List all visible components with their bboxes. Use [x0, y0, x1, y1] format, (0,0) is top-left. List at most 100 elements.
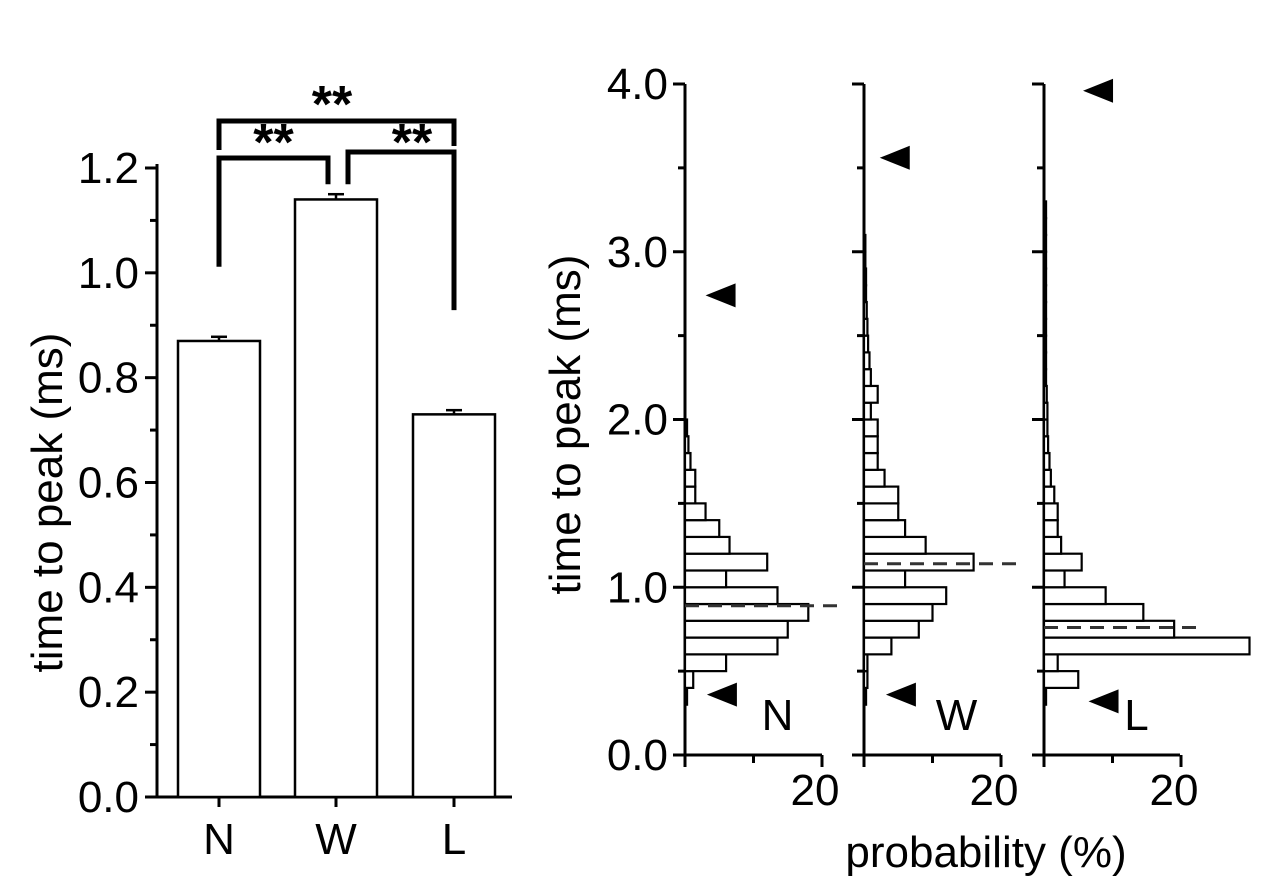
- histogram-bar: [1042, 502, 1059, 522]
- histogram-bar: [862, 670, 869, 689]
- histogram-bar: [1042, 384, 1048, 404]
- histogram-bar: [1042, 267, 1048, 287]
- x-tick-label: 20: [1150, 766, 1199, 815]
- histogram-bar: [1042, 200, 1048, 220]
- histogram-bar: [1042, 451, 1051, 471]
- histogram-bar: [862, 250, 867, 270]
- histogram-bar: [1042, 686, 1048, 706]
- arrowhead-marker: [879, 145, 910, 170]
- histogram-bar: [862, 535, 927, 555]
- histogram-bar: [862, 267, 868, 287]
- histogram-bar: [683, 435, 690, 455]
- arrowhead-marker: [885, 682, 916, 707]
- histogram-bar: [1042, 250, 1048, 270]
- y-tick-label: 1.0: [78, 249, 139, 298]
- histogram-bar: [862, 519, 907, 539]
- histogram-bar: [1042, 418, 1049, 438]
- histogram-bar: [1042, 435, 1050, 455]
- histogram-bar: [1042, 552, 1083, 572]
- x-tick-label: 20: [970, 766, 1019, 815]
- histogram-bar: [862, 418, 879, 438]
- histogram-bar: [1042, 368, 1048, 388]
- bar-chart: 0.0 0.2 0.4 0.6 0.8 1.0 1.2 time to peak (ms) N W…: [23, 76, 512, 864]
- y-tick-label: 1.0: [607, 563, 668, 612]
- histogram-bar: [1042, 317, 1048, 337]
- y-axis-title: time to peak (ms): [541, 255, 590, 595]
- histogram-bar: [1042, 519, 1059, 539]
- histogram-bar: [1042, 401, 1049, 421]
- histogram-bar: [683, 653, 728, 673]
- histogram-bar: [1042, 300, 1048, 320]
- histogram-bar: [862, 401, 872, 421]
- histogram-bar: [862, 435, 879, 455]
- panel-label: L: [1124, 691, 1148, 740]
- bar: [176, 339, 262, 799]
- histogram-bar: [1042, 284, 1048, 304]
- significance-label: **: [253, 114, 294, 172]
- x-category-label: L: [442, 815, 466, 864]
- histogram-bar: [1042, 468, 1052, 488]
- histogram-bar: [1042, 569, 1066, 589]
- histogram-bar: [862, 602, 934, 622]
- significance-bracket: [216, 155, 331, 267]
- histogram-bar: [1042, 217, 1048, 237]
- histogram-bar: [1042, 636, 1251, 656]
- histogram-bar: [862, 686, 868, 706]
- histogram-bar: [862, 300, 868, 320]
- histogram-panel: 20L: [1032, 78, 1251, 815]
- histogram-bar: [862, 586, 948, 606]
- histogram-bar: [1042, 602, 1145, 622]
- histogram-bar: [1042, 670, 1080, 689]
- histogram-bar: [862, 351, 871, 371]
- histogram-bar: [683, 619, 789, 639]
- histogram-bar: [1042, 586, 1107, 606]
- y-tick-label: 1.2: [78, 144, 139, 193]
- x-category-label: W: [315, 815, 357, 864]
- histogram-bar: [862, 502, 900, 522]
- bar: [293, 198, 379, 799]
- histogram-bar: [683, 535, 731, 555]
- histogram-bar: [862, 451, 879, 471]
- histogram-bar: [862, 368, 872, 388]
- histogram-bar: [683, 569, 728, 589]
- histogram-bar: [862, 334, 870, 354]
- histogram-bar: [1042, 351, 1048, 371]
- histogram-bar: [1042, 653, 1059, 673]
- histogram-bar: [862, 317, 869, 337]
- arrowhead-marker: [1088, 689, 1119, 714]
- significance-bracket: [345, 149, 457, 311]
- y-tick-label: 0.0: [607, 731, 668, 780]
- y-tick-label: 0.4: [78, 563, 139, 612]
- histogram-bar: [683, 451, 692, 471]
- histogram-bar: [1042, 485, 1056, 505]
- histogram-bar: [862, 636, 893, 656]
- histogram-bar: [862, 233, 867, 253]
- y-axis-title: time to peak (ms): [23, 333, 72, 673]
- histogram-bar: [1042, 233, 1048, 253]
- x-axis-title: probability (%): [845, 828, 1126, 877]
- histogram-bar: [683, 468, 697, 488]
- panel-label: W: [936, 691, 978, 740]
- histogram-panel: 20 N: [673, 82, 839, 815]
- bar: [411, 413, 497, 799]
- panel-label: N: [762, 691, 794, 740]
- histogram-bar: [683, 586, 779, 606]
- y-tick-label: 0.2: [78, 668, 139, 717]
- arrowhead-marker: [1083, 78, 1114, 103]
- y-tick-label: 0.0: [78, 773, 139, 822]
- histogram-chart: 0.0 1.0 2.0 3.0 4.0 time to peak (ms) probabil…: [541, 60, 1251, 877]
- significance-bracket: [216, 118, 457, 150]
- histogram-bar: [683, 670, 695, 689]
- x-category-label: N: [203, 815, 235, 864]
- arrowhead-marker: [706, 682, 737, 707]
- histogram-bar: [862, 468, 886, 488]
- histogram-panel: 20 W: [852, 82, 1019, 815]
- histogram-bar: [1042, 334, 1048, 354]
- histogram-bar: [683, 418, 689, 438]
- y-tick-label: 0.8: [78, 354, 139, 403]
- histogram-bar: [683, 502, 707, 522]
- significance-label: **: [392, 114, 433, 172]
- y-tick-label: 4.0: [607, 60, 668, 109]
- histogram-bar: [862, 569, 907, 589]
- histogram-bar: [1042, 619, 1176, 639]
